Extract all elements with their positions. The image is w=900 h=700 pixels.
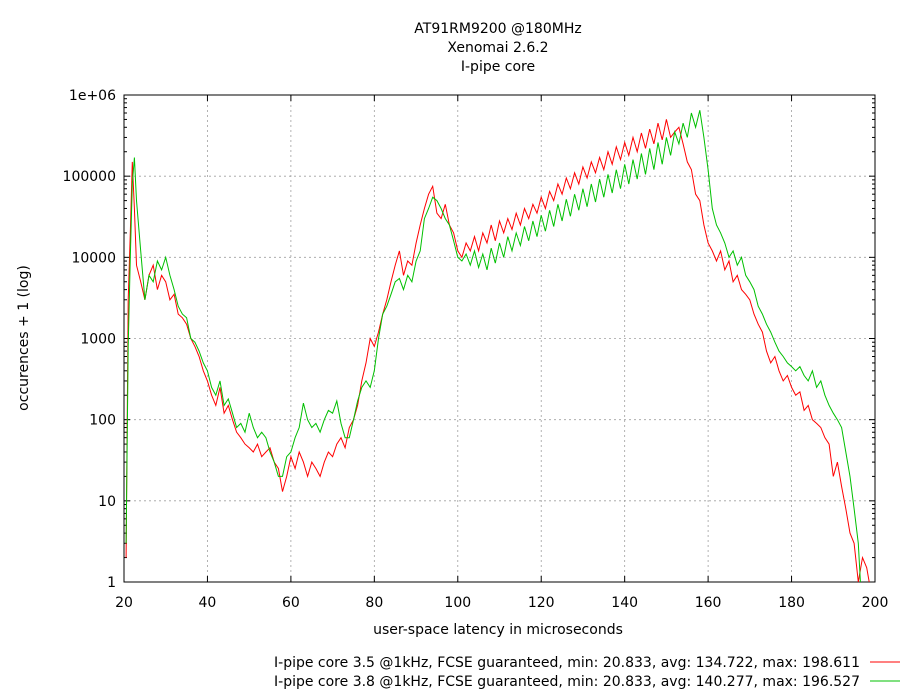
- y-axis-label: occurences + 1 (log): [16, 265, 32, 411]
- series-line-2: [125, 110, 861, 583]
- x-tick-label: 100: [444, 595, 471, 611]
- y-tick-label: 1000: [80, 332, 116, 348]
- legend-label-2: I-pipe core 3.8 @1kHz, FCSE guaranteed, …: [274, 674, 860, 690]
- series-line-1: [125, 119, 870, 583]
- y-tick-label: 100: [89, 413, 116, 429]
- y-tick-label: 1: [107, 575, 116, 591]
- y-axis: 1 10 100 1000 10000 100000 1e+06: [63, 88, 875, 591]
- chart-title-line: I-pipe core: [461, 59, 535, 75]
- x-tick-label: 20: [115, 595, 133, 611]
- x-tick-label: 120: [528, 595, 555, 611]
- chart-title: AT91RM9200 @180MHz Xenomai 2.6.2 I-pipe co…: [414, 21, 581, 75]
- x-tick-label: 180: [778, 595, 805, 611]
- chart-title-line: AT91RM9200 @180MHz: [414, 21, 581, 37]
- x-tick-label: 140: [611, 595, 638, 611]
- legend: I-pipe core 3.5 @1kHz, FCSE guaranteed, …: [274, 655, 900, 690]
- series-lines: [125, 110, 870, 583]
- y-tick-label: 10: [98, 494, 116, 510]
- x-tick-label: 200: [862, 595, 889, 611]
- grid: [124, 95, 875, 582]
- x-tick-label: 40: [199, 595, 217, 611]
- x-tick-label: 160: [695, 595, 722, 611]
- x-axis-label: user-space latency in microseconds: [373, 622, 623, 638]
- x-tick-label: 60: [282, 595, 300, 611]
- y-tick-label: 1e+06: [69, 88, 116, 104]
- x-axis: 20 40 60 80 100 120 140 160 180 200: [115, 95, 888, 611]
- y-tick-label: 100000: [63, 169, 116, 185]
- y-tick-label: 10000: [71, 250, 116, 266]
- legend-label-1: I-pipe core 3.5 @1kHz, FCSE guaranteed, …: [274, 655, 860, 671]
- chart-title-line: Xenomai 2.6.2: [447, 40, 548, 56]
- x-tick-label: 80: [365, 595, 383, 611]
